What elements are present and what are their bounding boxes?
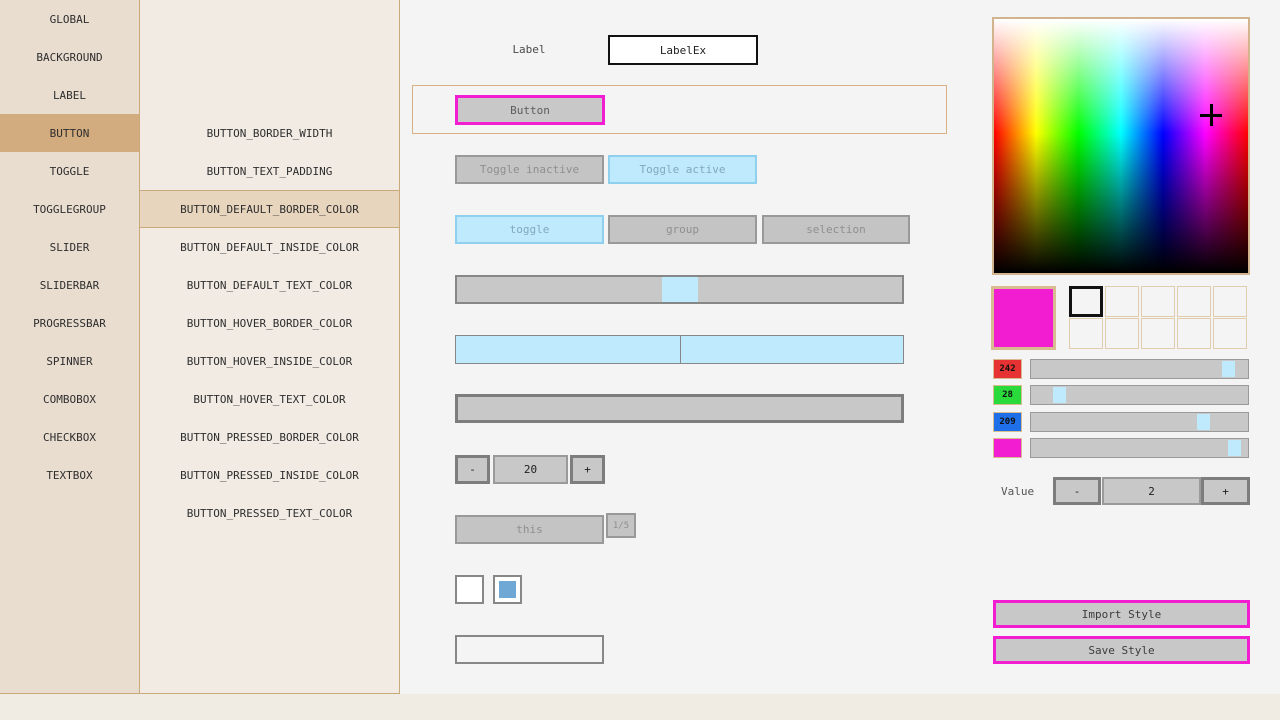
alpha-slider-handle[interactable] bbox=[1228, 440, 1241, 456]
property-item-text-padding[interactable]: BUTTON_TEXT_PADDING bbox=[206, 164, 333, 178]
property-item-default-inside-color[interactable]: BUTTON_DEFAULT_INSIDE_COLOR bbox=[180, 240, 359, 254]
green-channel-slider[interactable] bbox=[1030, 385, 1249, 405]
preview-combobox[interactable]: this bbox=[455, 515, 604, 544]
property-item-pressed-text-color[interactable]: BUTTON_PRESSED_TEXT_COLOR bbox=[186, 506, 353, 520]
value-label: Value bbox=[1001, 485, 1035, 498]
preview-checkbox-unchecked[interactable] bbox=[455, 575, 484, 604]
palette-swatch[interactable] bbox=[1069, 318, 1103, 349]
sidebar-item-togglegroup[interactable]: TOGGLEGROUP bbox=[33, 202, 106, 216]
preview-textbox[interactable] bbox=[455, 635, 604, 664]
property-item-hover-border-color[interactable]: BUTTON_HOVER_BORDER_COLOR bbox=[186, 316, 353, 330]
slider-handle[interactable] bbox=[662, 277, 698, 302]
property-item-pressed-border-color[interactable]: BUTTON_PRESSED_BORDER_COLOR bbox=[180, 430, 359, 444]
selected-property-highlight-frame bbox=[412, 85, 947, 134]
green-channel-chip: 28 bbox=[993, 385, 1022, 405]
blue-channel-chip: 209 bbox=[993, 412, 1022, 432]
spinner-increment-button[interactable]: + bbox=[570, 455, 605, 484]
blue-channel-slider[interactable] bbox=[1030, 412, 1249, 432]
sidebar-item-global[interactable]: GLOBAL bbox=[49, 12, 90, 26]
save-style-button[interactable]: Save Style bbox=[993, 636, 1250, 664]
blue-slider-handle[interactable] bbox=[1197, 414, 1210, 430]
sidebar-item-progressbar[interactable]: PROGRESSBAR bbox=[33, 316, 106, 330]
bottom-strip bbox=[0, 694, 1280, 720]
property-item-border-width[interactable]: BUTTON_BORDER_WIDTH bbox=[206, 126, 333, 140]
palette-swatch[interactable] bbox=[1141, 318, 1175, 349]
sidebar-item-sliderbar[interactable]: SLIDERBAR bbox=[39, 278, 100, 292]
sidebar-item-checkbox[interactable]: CHECKBOX bbox=[43, 430, 96, 444]
red-channel-slider[interactable] bbox=[1030, 359, 1249, 379]
checkbox-check-mark bbox=[499, 581, 516, 598]
red-slider-handle[interactable] bbox=[1222, 361, 1235, 377]
preview-toggle-active[interactable]: Toggle active bbox=[608, 155, 757, 184]
current-color-swatch bbox=[991, 286, 1056, 350]
category-sidebar: GLOBAL BACKGROUND LABEL BUTTON TOGGLE TO… bbox=[0, 0, 140, 694]
preview-togglegroup-selection[interactable]: selection bbox=[762, 215, 910, 244]
preview-togglegroup-toggle[interactable]: toggle bbox=[455, 215, 604, 244]
combobox-page-badge: 1/5 bbox=[606, 513, 636, 538]
value-increment-button[interactable]: + bbox=[1201, 477, 1250, 505]
palette-swatch[interactable] bbox=[1213, 286, 1247, 317]
property-item-pressed-inside-color[interactable]: BUTTON_PRESSED_INSIDE_COLOR bbox=[180, 468, 359, 482]
property-item-hover-inside-color[interactable]: BUTTON_HOVER_INSIDE_COLOR bbox=[186, 354, 353, 368]
picker-cursor-crosshair[interactable] bbox=[1200, 104, 1222, 126]
sidebar-item-slider[interactable]: SLIDER bbox=[49, 240, 90, 254]
palette-swatch[interactable] bbox=[1105, 286, 1139, 317]
sliderbar-divider bbox=[680, 336, 681, 363]
value-display: 2 bbox=[1102, 477, 1201, 505]
labelex-box: LabelEx bbox=[608, 35, 758, 65]
palette-swatch-selected[interactable] bbox=[1069, 286, 1103, 317]
palette-swatch[interactable] bbox=[1105, 318, 1139, 349]
property-item-default-border-color[interactable]: BUTTON_DEFAULT_BORDER_COLOR bbox=[140, 190, 399, 228]
palette-swatch-grid bbox=[1069, 286, 1251, 350]
import-style-button[interactable]: Import Style bbox=[993, 600, 1250, 628]
property-list: BUTTON_BORDER_WIDTH BUTTON_TEXT_PADDING … bbox=[140, 0, 400, 694]
spinner-decrement-button[interactable]: - bbox=[455, 455, 490, 484]
spinner-value: 20 bbox=[493, 455, 568, 484]
green-slider-handle[interactable] bbox=[1053, 387, 1066, 403]
preview-sliderbar[interactable] bbox=[455, 335, 904, 364]
sidebar-item-button[interactable]: BUTTON bbox=[0, 114, 139, 152]
preview-progressbar bbox=[455, 394, 904, 423]
preview-checkbox-checked[interactable] bbox=[493, 575, 522, 604]
palette-swatch[interactable] bbox=[1177, 286, 1211, 317]
alpha-channel-chip bbox=[993, 438, 1022, 458]
sidebar-item-spinner[interactable]: SPINNER bbox=[46, 354, 93, 368]
palette-swatch[interactable] bbox=[1213, 318, 1247, 349]
property-item-hover-text-color[interactable]: BUTTON_HOVER_TEXT_COLOR bbox=[193, 392, 346, 406]
sidebar-item-background[interactable]: BACKGROUND bbox=[36, 50, 103, 64]
sidebar-item-textbox[interactable]: TEXTBOX bbox=[46, 468, 93, 482]
sidebar-item-combobox[interactable]: COMBOBOX bbox=[43, 392, 96, 406]
sidebar-item-label[interactable]: LABEL bbox=[52, 88, 87, 102]
sidebar-item-toggle[interactable]: TOGGLE bbox=[49, 164, 90, 178]
red-channel-chip: 242 bbox=[993, 359, 1022, 379]
palette-swatch[interactable] bbox=[1177, 318, 1211, 349]
hsv-color-picker[interactable] bbox=[992, 17, 1250, 275]
preview-toggle-inactive[interactable]: Toggle inactive bbox=[455, 155, 604, 184]
palette-swatch[interactable] bbox=[1141, 286, 1175, 317]
value-decrement-button[interactable]: - bbox=[1053, 477, 1101, 505]
property-item-default-text-color[interactable]: BUTTON_DEFAULT_TEXT_COLOR bbox=[186, 278, 353, 292]
preview-button[interactable]: Button bbox=[455, 95, 605, 125]
label-caption: Label bbox=[512, 43, 546, 56]
alpha-channel-slider[interactable] bbox=[1030, 438, 1249, 458]
preview-slider[interactable] bbox=[455, 275, 904, 304]
preview-togglegroup-group[interactable]: group bbox=[608, 215, 757, 244]
